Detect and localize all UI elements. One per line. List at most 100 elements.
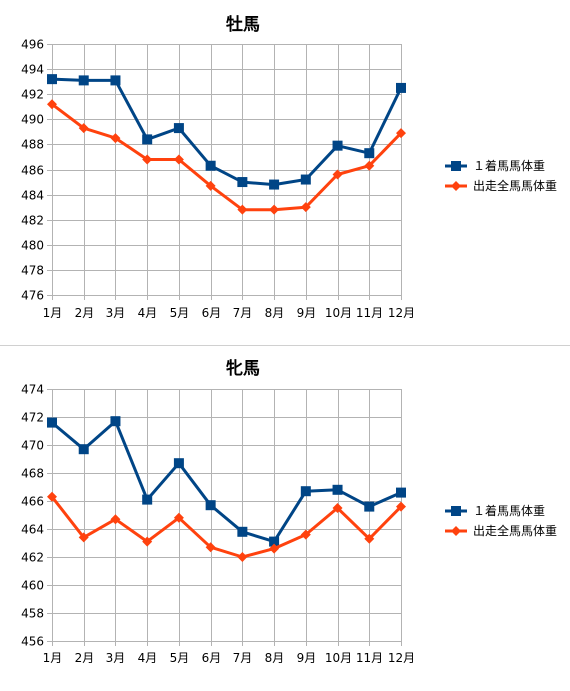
x-tick-label: 5月 bbox=[170, 651, 190, 665]
y-tick-label: 474 bbox=[21, 383, 44, 397]
x-tick-label: 11月 bbox=[356, 651, 383, 665]
data-point-square bbox=[173, 458, 184, 469]
series-1 bbox=[47, 416, 406, 547]
legend-label: 出走全馬馬体重 bbox=[473, 523, 557, 538]
data-point-diamond bbox=[110, 133, 121, 144]
x-tick-label: 9月 bbox=[297, 306, 317, 320]
series-line bbox=[51, 103, 403, 212]
data-point-diamond bbox=[396, 501, 406, 512]
x-tick-label: 8月 bbox=[265, 306, 285, 320]
data-point-diamond bbox=[364, 160, 375, 171]
data-point-diamond bbox=[332, 503, 343, 513]
data-point-diamond bbox=[173, 154, 184, 165]
legend-marker bbox=[451, 181, 461, 191]
x-tick-label: 6月 bbox=[202, 651, 222, 665]
data-point-diamond bbox=[300, 202, 311, 213]
data-point-square bbox=[364, 501, 375, 512]
y-tick-label: 478 bbox=[21, 264, 44, 278]
legend-marker bbox=[451, 506, 461, 516]
data-point-diamond bbox=[269, 204, 280, 215]
y-tick-label: 472 bbox=[21, 411, 44, 425]
data-point-diamond bbox=[205, 180, 216, 191]
data-point-square bbox=[332, 484, 343, 495]
data-point-diamond bbox=[78, 123, 89, 134]
legend-marker bbox=[451, 161, 461, 171]
chart-2: 牝馬 456 458 460 462 464 466 468 470 472 474 1月 2月 3月 4月… bbox=[21, 358, 557, 665]
series-line bbox=[51, 419, 402, 544]
y-tick-label: 490 bbox=[21, 113, 44, 127]
data-point-square bbox=[269, 536, 280, 547]
y-tick-label: 466 bbox=[21, 495, 44, 509]
x-tick-label: 11月 bbox=[356, 306, 383, 320]
data-point-diamond bbox=[78, 532, 89, 543]
plot-area bbox=[52, 389, 402, 642]
x-tick-label: 6月 bbox=[202, 306, 222, 320]
legend-entry: １着馬馬体重 bbox=[445, 503, 545, 518]
x-tick-label: 10月 bbox=[325, 651, 352, 665]
y-tick-label: 464 bbox=[21, 523, 44, 537]
y-tick-label: 470 bbox=[21, 439, 44, 453]
series-line bbox=[50, 495, 403, 559]
data-point-square bbox=[269, 179, 280, 190]
y-tick-label: 482 bbox=[21, 214, 44, 228]
data-point-diamond bbox=[269, 543, 280, 554]
data-point-square bbox=[332, 140, 343, 151]
data-point-square bbox=[47, 74, 57, 85]
x-tick-label: 8月 bbox=[265, 651, 285, 665]
series-2 bbox=[47, 491, 406, 562]
y-tick-label: 484 bbox=[21, 189, 44, 203]
data-point-diamond bbox=[300, 529, 311, 540]
data-point-square bbox=[78, 444, 89, 455]
series-2 bbox=[47, 99, 406, 215]
x-tick-label: 10月 bbox=[325, 306, 352, 320]
data-point-square bbox=[205, 160, 216, 171]
data-point-diamond bbox=[237, 552, 248, 562]
x-tick-label: 12月 bbox=[388, 651, 415, 665]
legend-label: １着馬馬体重 bbox=[473, 158, 545, 173]
x-tick-label: 2月 bbox=[75, 306, 95, 320]
y-tick-label: 494 bbox=[21, 63, 44, 77]
legend-label: １着馬馬体重 bbox=[473, 503, 545, 518]
x-tick-label: 3月 bbox=[106, 651, 126, 665]
x-tick-label: 1月 bbox=[43, 306, 63, 320]
data-point-square bbox=[78, 75, 89, 86]
x-tick-label: 4月 bbox=[138, 651, 158, 665]
y-tick-label: 458 bbox=[21, 607, 44, 621]
data-point-square bbox=[142, 134, 153, 145]
data-point-square bbox=[110, 75, 121, 86]
x-tick-label: 4月 bbox=[138, 306, 158, 320]
series-line bbox=[51, 77, 403, 187]
data-point-diamond bbox=[205, 542, 216, 553]
data-point-square bbox=[237, 177, 248, 188]
data-point-square bbox=[47, 417, 57, 428]
legend-entry: 出走全馬馬体重 bbox=[445, 523, 557, 538]
chart-1: 牡馬 476 478 480 482 484 486 488 490 492 494 496 1月 2月 3… bbox=[21, 14, 557, 320]
data-point-square bbox=[205, 500, 216, 511]
data-point-diamond bbox=[173, 512, 184, 523]
x-tick-label: 9月 bbox=[297, 651, 317, 665]
x-tick-label: 7月 bbox=[233, 651, 253, 665]
y-tick-label: 456 bbox=[21, 635, 44, 649]
data-point-square bbox=[396, 82, 406, 93]
legend-label: 出走全馬馬体重 bbox=[473, 178, 557, 193]
legend-entry: １着馬馬体重 bbox=[445, 158, 545, 173]
y-tick-label: 488 bbox=[21, 138, 44, 152]
x-tick-label: 7月 bbox=[233, 306, 253, 320]
y-tick-label: 486 bbox=[21, 164, 44, 178]
data-point-diamond bbox=[396, 128, 406, 139]
data-point-diamond bbox=[110, 514, 121, 525]
x-tick-label: 5月 bbox=[170, 306, 190, 320]
y-tick-label: 496 bbox=[21, 38, 44, 52]
data-point-square bbox=[142, 494, 153, 505]
y-tick-label: 460 bbox=[21, 579, 44, 593]
x-tick-label: 1月 bbox=[43, 651, 63, 665]
data-point-diamond bbox=[47, 491, 57, 502]
data-point-square bbox=[300, 174, 311, 185]
y-tick-label: 480 bbox=[21, 239, 44, 253]
data-point-square bbox=[364, 148, 375, 159]
data-point-square bbox=[396, 487, 406, 498]
data-point-square bbox=[110, 416, 121, 427]
plot-area bbox=[52, 44, 402, 296]
x-tick-label: 12月 bbox=[388, 306, 415, 320]
